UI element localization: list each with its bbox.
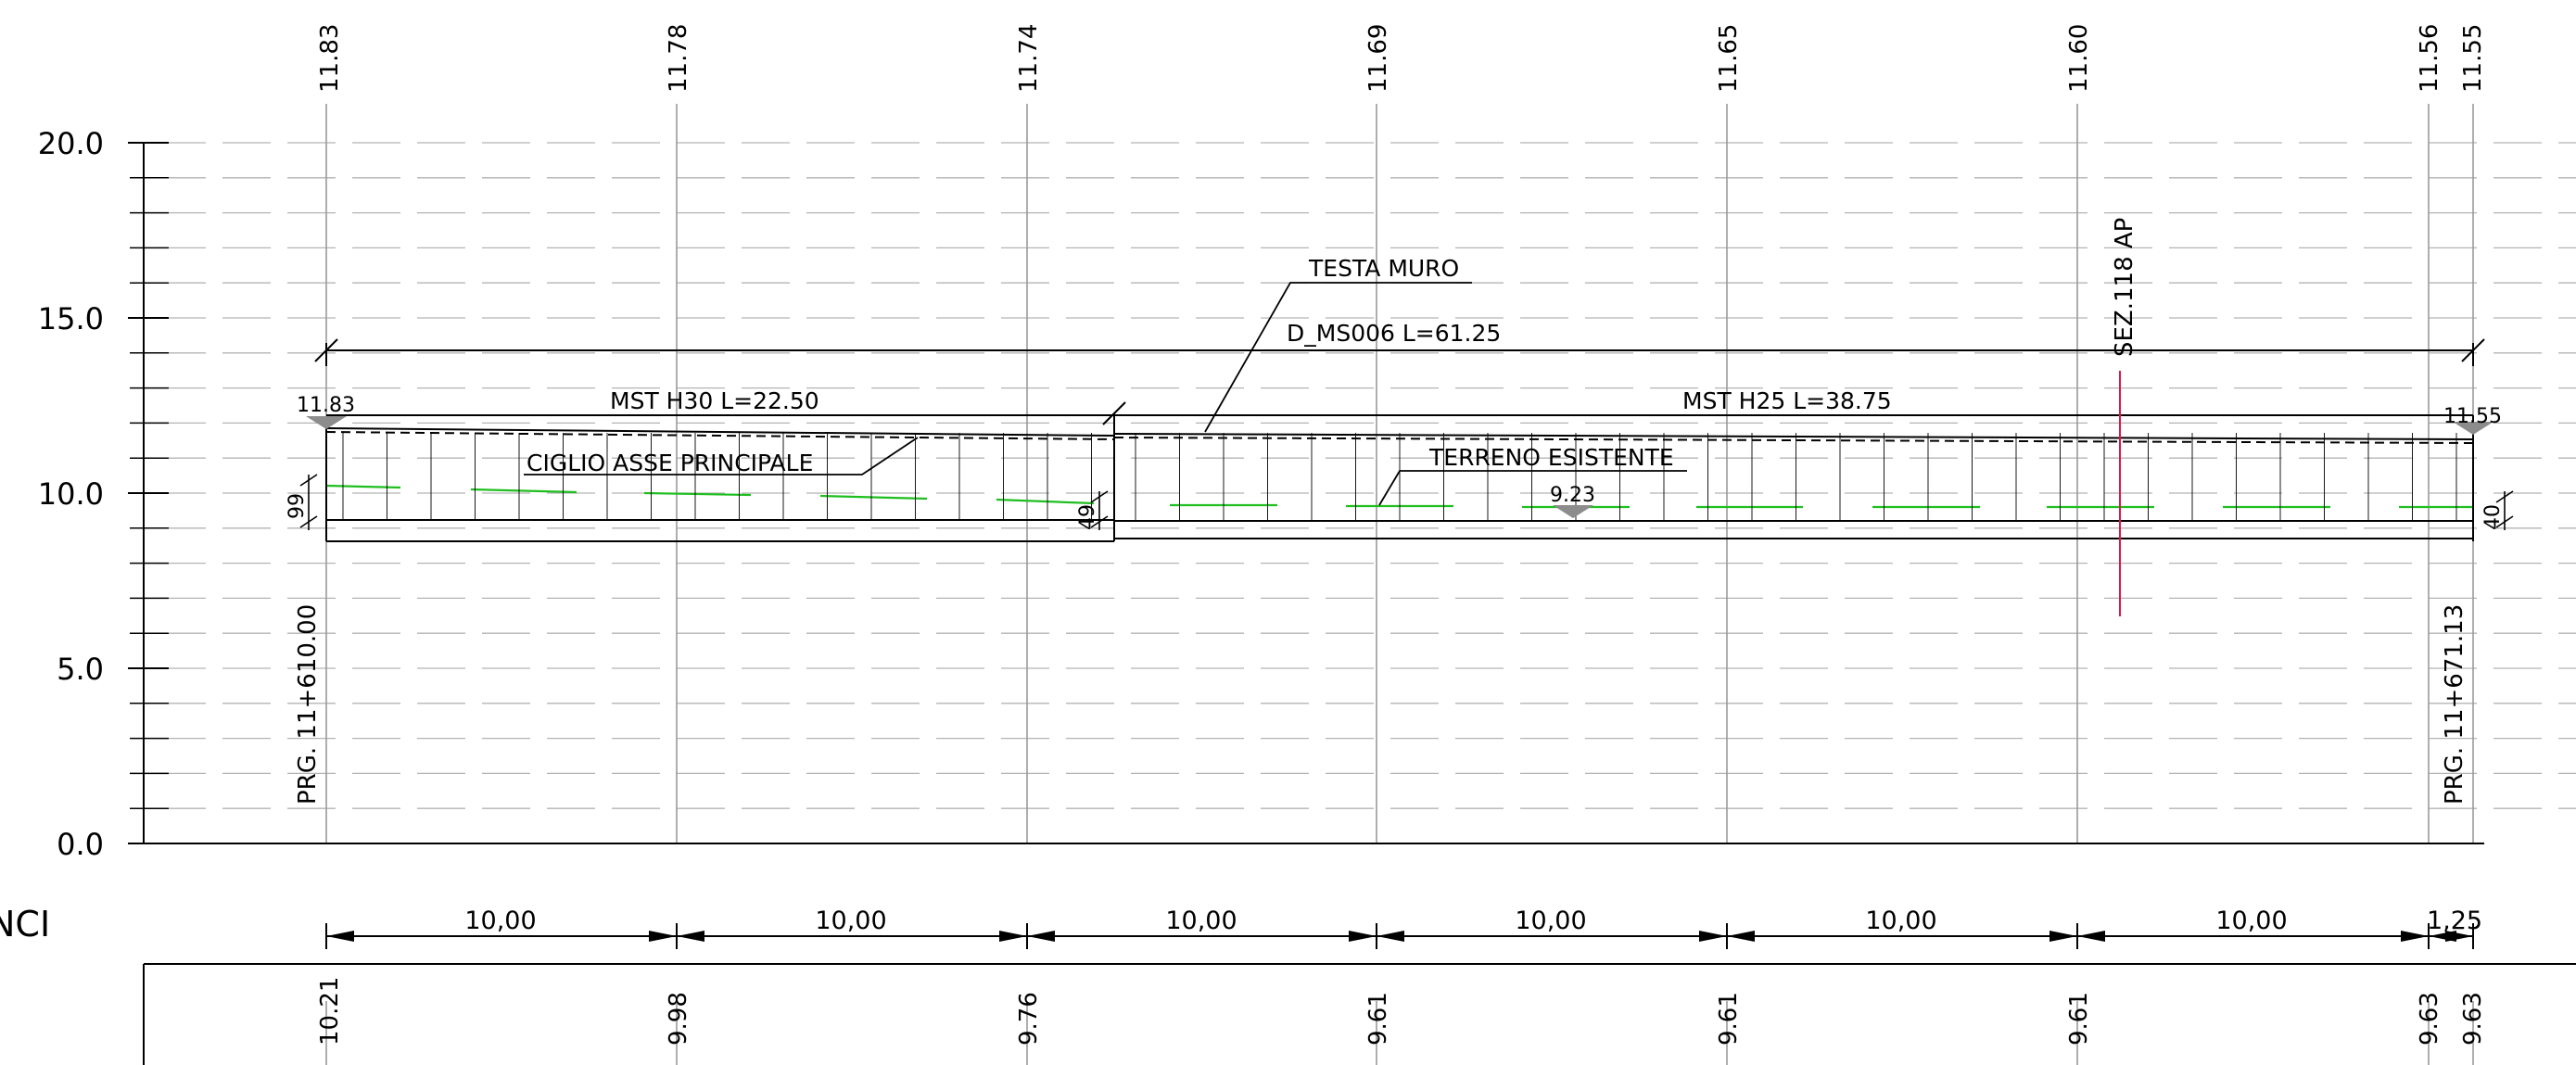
- elevation-ground-label: 9.23: [1550, 484, 1595, 507]
- top-elevation-label: 11.56: [2416, 24, 2443, 93]
- arrow-head: [2077, 931, 2105, 942]
- arrow-head: [2401, 931, 2429, 942]
- distance-ticks: [325, 923, 2474, 1065]
- y-tick-label: 20.0: [38, 126, 104, 161]
- bottom-elevation-label: 9.63: [2416, 992, 2443, 1046]
- ground-segment: [325, 484, 401, 489]
- y-tick-label: 0.0: [57, 827, 104, 862]
- elevation-markers: [306, 416, 2494, 518]
- dimension-lines: [314, 338, 2485, 425]
- dashed-grid: [158, 142, 2576, 809]
- distance-label: 10,00: [1515, 907, 1586, 935]
- arrow-head: [1349, 931, 1377, 942]
- top-elevation-label: 11.60: [2065, 24, 2093, 93]
- top-elevation-label: 11.65: [1715, 24, 1743, 93]
- ground-segment: [643, 491, 752, 497]
- y-tick-label: 15.0: [38, 301, 104, 336]
- arrow-head: [677, 931, 704, 942]
- mst-h30-label: MST H30 L=22.50: [610, 387, 819, 414]
- distance-label: 10,00: [464, 907, 536, 935]
- ciglio-label: CIGLIO ASSE PRINCIPALE: [527, 450, 813, 476]
- y-tick-label: 10.0: [38, 476, 104, 512]
- y-axis-ticks: [128, 142, 169, 844]
- top-elevation-label: 11.69: [1364, 24, 1392, 93]
- elevation-left-label: 11.83: [297, 394, 355, 417]
- partial-row-label: NCI: [0, 904, 50, 945]
- ground-segment: [996, 498, 1095, 505]
- arrow-head: [1699, 931, 1727, 942]
- distance-label: 1,25: [2427, 907, 2482, 935]
- bottom-elevation-label: 9.61: [2065, 992, 2093, 1046]
- arrow-head: [1377, 931, 1404, 942]
- top-elevation-label: 11.78: [665, 24, 692, 93]
- arrow-head: [326, 931, 354, 942]
- wall-dimension-label: D_MS006 L=61.25: [1287, 320, 1501, 347]
- top-elevation-label: 11.55: [2459, 24, 2487, 93]
- distance-label: 10,00: [1865, 907, 1936, 935]
- bottom-elevation-label: 9.63: [2459, 992, 2487, 1046]
- top-elevation-label: 11.83: [316, 24, 344, 93]
- arrow-head: [2445, 931, 2473, 942]
- ground-segment: [470, 488, 577, 494]
- terreno-label: TERRENO ESISTENTE: [1428, 444, 1674, 471]
- top-elevation-label: 11.74: [1015, 24, 1043, 93]
- bottom-elevation-label: 9.76: [1015, 992, 1043, 1046]
- arrow-head: [649, 931, 677, 942]
- distance-label: 10,00: [815, 907, 886, 935]
- distance-row: [143, 935, 2576, 1065]
- section-label: SEZ.118 AP: [2111, 218, 2138, 357]
- bottom-elevation-label: 9.61: [1364, 992, 1392, 1046]
- mst-h25-label: MST H25 L=38.75: [1682, 387, 1892, 414]
- testa-muro-label: TESTA MURO: [1308, 255, 1459, 282]
- height-dim-right: 40: [2481, 504, 2505, 530]
- height-dim-middle: 49: [1076, 504, 1099, 530]
- arrow-head: [1027, 931, 1055, 942]
- height-dim-ticks: [299, 474, 2514, 530]
- ground-segment: [819, 494, 928, 501]
- retaining-wall: [325, 413, 2474, 542]
- arrow-head: [1727, 931, 1755, 942]
- distance-label: 10,00: [2215, 907, 2287, 935]
- arrow-head: [2049, 931, 2077, 942]
- elevation-right-label: 11.55: [2443, 405, 2502, 428]
- y-tick-label: 5.0: [57, 652, 104, 687]
- bottom-elevation-label: 9.61: [1715, 992, 1743, 1046]
- bottom-elevation-label: 9.98: [665, 992, 692, 1046]
- arrow-head: [999, 931, 1027, 942]
- bottom-elevation-label: 10.21: [316, 977, 344, 1046]
- vertical-grid: [325, 104, 2474, 843]
- progressive-right-label: PRG. 11+671.13: [2441, 604, 2468, 805]
- leader-lines: [524, 282, 1687, 506]
- distance-label: 10,00: [1165, 907, 1237, 935]
- progressive-left-label: PRG. 11+610.00: [294, 604, 322, 805]
- height-dim-left: 99: [286, 493, 309, 519]
